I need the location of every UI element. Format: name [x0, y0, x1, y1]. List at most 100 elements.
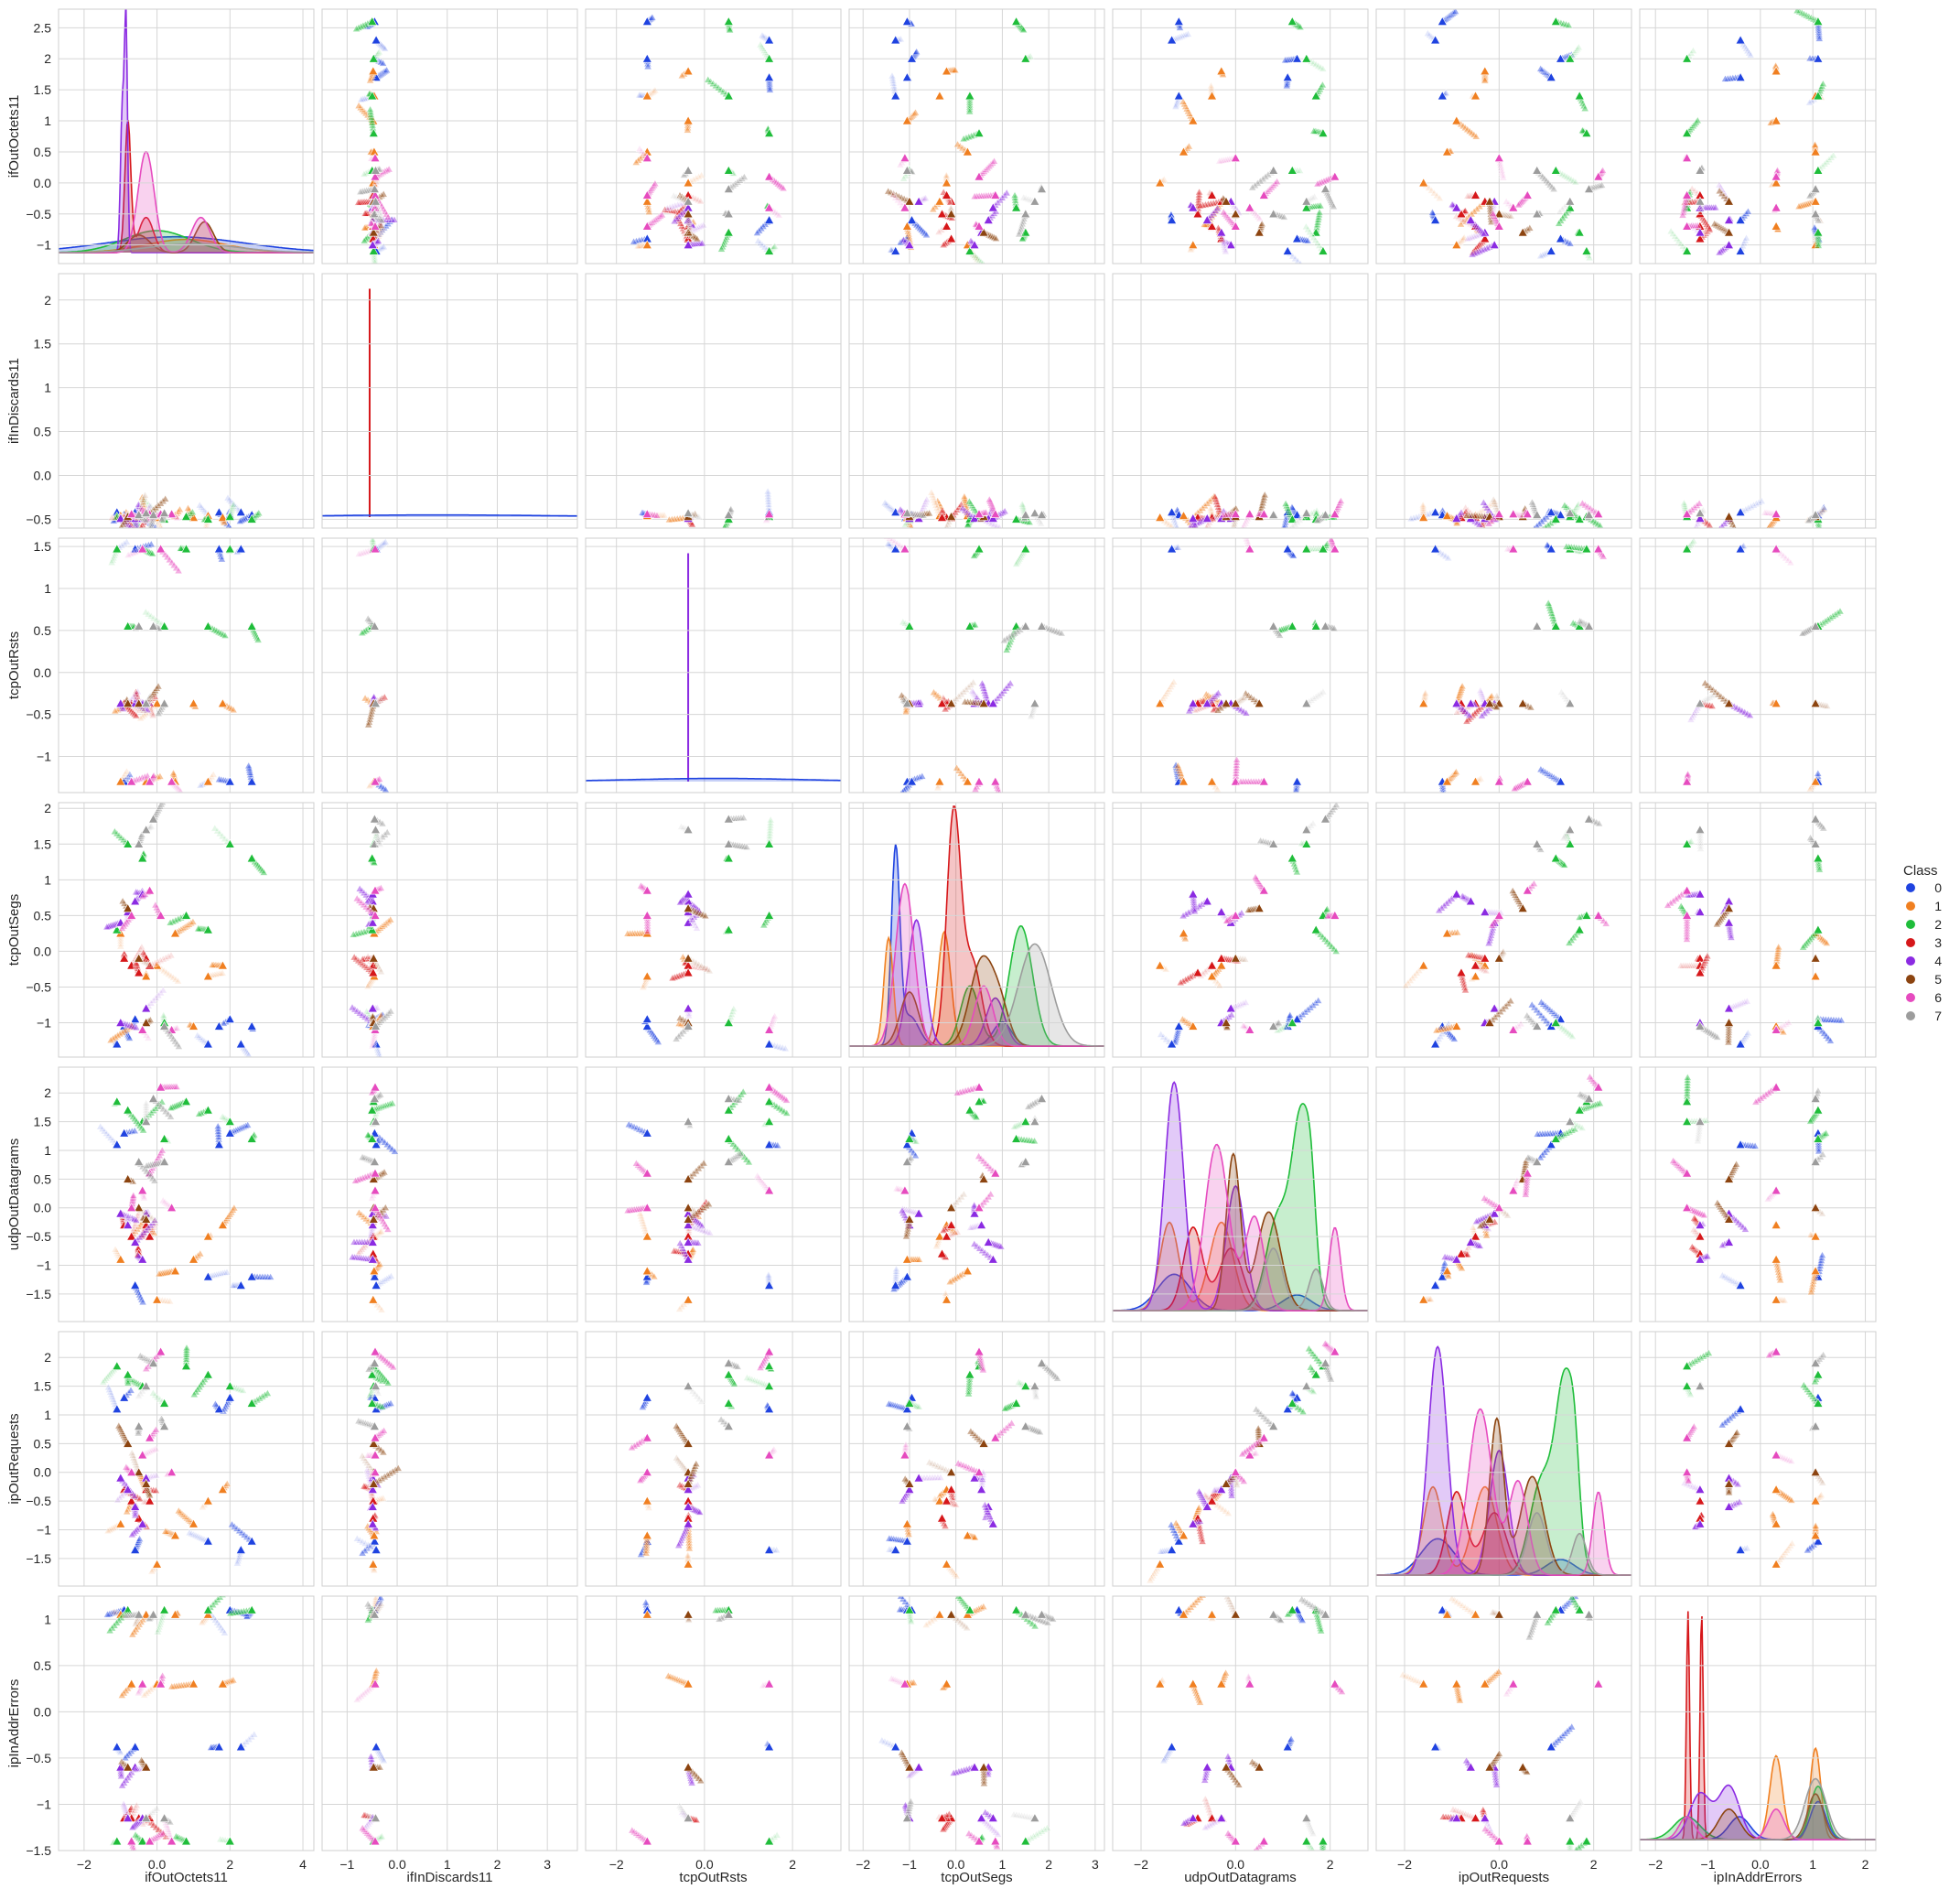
point-class-5 — [925, 509, 933, 517]
point-class-1 — [683, 66, 694, 76]
point-class-6 — [980, 508, 989, 516]
point-class-4 — [921, 500, 929, 508]
point-class-0 — [237, 516, 246, 524]
point-class-3 — [107, 513, 116, 521]
point-class-6 — [1578, 499, 1587, 507]
point-class-7 — [1542, 177, 1551, 184]
point-class-7 — [1301, 196, 1312, 206]
point-class-4 — [698, 239, 706, 247]
panel-ifInDiscards11-vs-ipOutRequests — [1375, 273, 1632, 529]
point-class-1 — [683, 115, 694, 125]
point-class-3 — [135, 527, 137, 528]
point-class-7 — [1697, 208, 1706, 215]
point-class-2 — [1560, 211, 1569, 219]
point-class-4 — [1473, 248, 1481, 255]
point-class-5 — [693, 234, 702, 243]
point-class-2 — [1313, 239, 1322, 246]
panel-frame — [1375, 8, 1632, 264]
point-class-2 — [1555, 219, 1564, 227]
point-class-2 — [1310, 127, 1319, 135]
point-class-1 — [1472, 205, 1481, 212]
point-class-0 — [1283, 56, 1292, 63]
point-class-6 — [1318, 178, 1326, 186]
point-class-0 — [200, 506, 210, 514]
point-class-2 — [1678, 242, 1687, 250]
point-class-4 — [920, 195, 928, 202]
point-class-2 — [706, 77, 715, 85]
point-class-4 — [1188, 513, 1199, 523]
point-class-1 — [169, 769, 178, 777]
point-class-0 — [643, 62, 652, 70]
point-class-7 — [1810, 509, 1821, 519]
point-class-2 — [1285, 508, 1294, 516]
point-class-0 — [1282, 81, 1291, 89]
point-class-4 — [996, 196, 1005, 204]
point-class-0 — [763, 490, 772, 498]
point-class-1 — [159, 530, 167, 536]
point-class-4 — [1693, 519, 1702, 527]
point-class-1 — [202, 776, 213, 786]
point-class-2 — [1020, 53, 1031, 63]
point-class-1 — [203, 523, 209, 528]
point-class-6 — [1244, 509, 1255, 518]
point-class-3 — [1201, 529, 1208, 535]
point-class-0 — [921, 229, 930, 237]
point-class-1 — [138, 712, 147, 720]
point-class-6 — [651, 511, 659, 519]
point-class-0 — [901, 16, 912, 26]
point-class-0 — [1741, 210, 1750, 217]
point-class-7 — [691, 511, 700, 519]
point-class-2 — [1315, 242, 1324, 249]
point-class-3 — [1463, 191, 1472, 200]
point-class-4 — [1482, 503, 1492, 512]
point-class-6 — [1687, 505, 1696, 513]
point-class-7 — [1277, 211, 1287, 220]
point-class-4 — [1709, 534, 1717, 540]
point-class-0 — [906, 53, 918, 63]
point-class-2 — [1813, 227, 1824, 237]
point-class-4 — [373, 237, 382, 245]
point-class-1 — [906, 113, 915, 121]
point-class-2 — [1814, 241, 1823, 249]
point-class-1 — [207, 772, 216, 781]
point-class-0 — [764, 71, 775, 81]
point-class-3 — [1214, 505, 1223, 513]
point-class-6 — [1593, 171, 1604, 181]
point-class-6 — [1502, 197, 1511, 205]
point-class-1 — [188, 698, 199, 707]
point-class-1 — [1459, 234, 1468, 242]
point-class-1 — [931, 499, 940, 506]
point-class-4 — [1201, 513, 1212, 523]
point-class-0 — [764, 492, 772, 500]
point-class-2 — [1315, 210, 1323, 218]
point-class-6 — [899, 202, 910, 212]
point-class-1 — [941, 178, 953, 188]
point-class-2 — [1318, 127, 1329, 137]
point-class-2 — [1281, 500, 1290, 507]
point-class-5 — [1493, 209, 1504, 219]
point-class-4 — [987, 211, 996, 219]
point-class-2 — [188, 508, 197, 515]
point-class-0 — [764, 35, 775, 45]
point-class-0 — [922, 231, 931, 238]
point-class-1 — [942, 171, 951, 178]
point-class-1 — [901, 115, 912, 125]
point-class-2 — [1284, 506, 1293, 513]
point-class-1 — [1800, 200, 1809, 208]
point-class-0 — [357, 95, 366, 103]
point-class-6 — [1694, 221, 1702, 229]
point-class-4 — [1216, 227, 1227, 237]
point-class-2 — [1011, 16, 1022, 26]
panel-ifOutOctets11-vs-udpOutDatagrams — [1112, 8, 1369, 264]
point-class-3 — [1212, 498, 1221, 505]
point-class-5 — [943, 525, 947, 528]
point-class-1 — [651, 86, 660, 93]
point-class-7 — [157, 515, 167, 523]
point-class-1 — [932, 503, 942, 512]
point-class-7 — [1018, 217, 1028, 225]
point-class-0 — [1735, 35, 1746, 45]
point-class-1 — [644, 208, 653, 215]
point-class-0 — [1739, 239, 1749, 247]
point-class-7 — [1532, 509, 1543, 519]
point-class-6 — [985, 495, 994, 503]
